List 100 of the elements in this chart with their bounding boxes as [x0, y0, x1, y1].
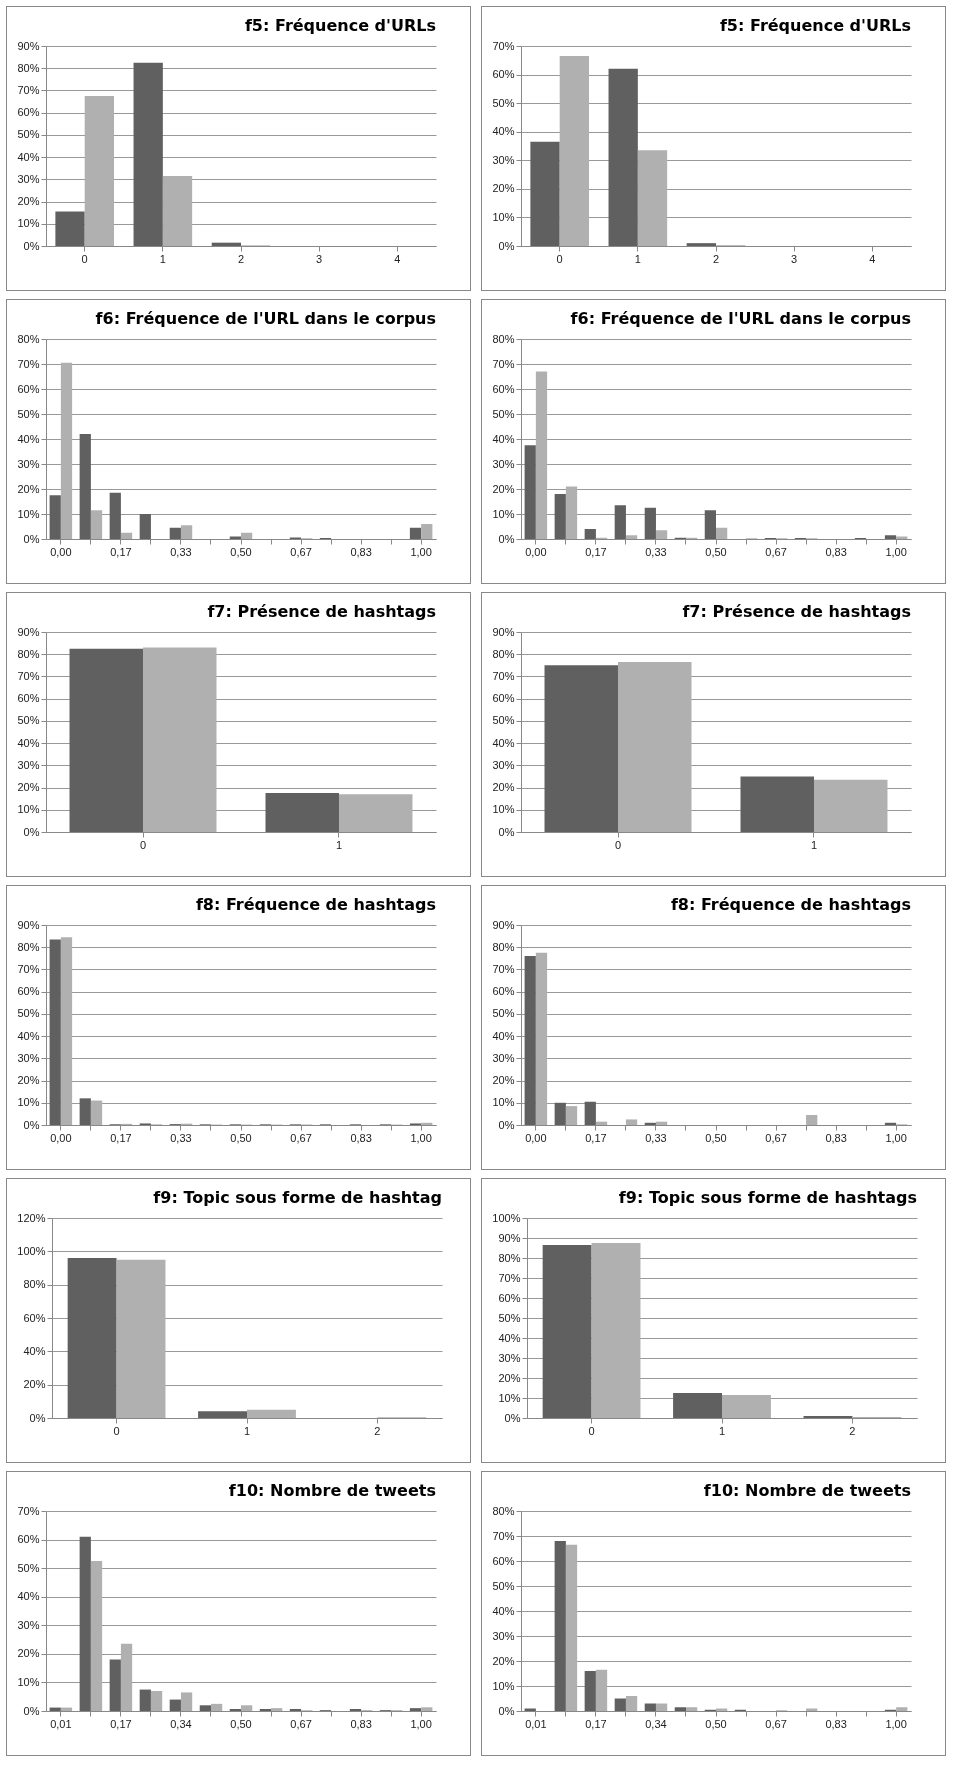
chart-title: f7: Présence de hashtags — [207, 602, 436, 621]
y-tick-label: 30% — [492, 758, 515, 771]
y-tick-label: 60% — [23, 1311, 46, 1324]
y-tick-label: 0% — [498, 1704, 515, 1717]
bar — [55, 211, 85, 246]
bar — [79, 1536, 91, 1711]
y-tick-label: 40% — [492, 125, 515, 138]
bar — [565, 1106, 578, 1125]
y-tick-label: 10% — [17, 803, 40, 816]
bar — [565, 486, 578, 539]
bar — [554, 494, 566, 539]
x-tick-label: 0,50 — [230, 1131, 252, 1144]
y-tick-label: 60% — [17, 382, 40, 395]
y-tick-label: 20% — [492, 781, 515, 794]
bar — [139, 1689, 151, 1711]
bar — [421, 524, 433, 539]
x-tick-label: 0,50 — [705, 1131, 727, 1144]
y-tick-label: 100% — [492, 1211, 521, 1224]
x-tick-label: 0,67 — [290, 1131, 312, 1144]
y-tick-label: 50% — [492, 96, 515, 109]
bar — [271, 1708, 283, 1711]
bar — [90, 1561, 103, 1711]
x-tick-label: 1,00 — [885, 545, 907, 558]
bar — [49, 495, 61, 539]
y-tick-label: 60% — [17, 1533, 40, 1546]
y-tick-label: 100% — [17, 1244, 46, 1257]
bar — [625, 535, 638, 539]
bar — [806, 1115, 818, 1125]
y-tick-label: 0% — [498, 239, 515, 252]
y-tick-label: 120% — [17, 1211, 46, 1224]
y-tick-label: 80% — [492, 1504, 515, 1517]
bar — [608, 68, 638, 246]
bar — [169, 1699, 181, 1711]
x-tick-label: 1,00 — [410, 1717, 432, 1730]
y-tick-label: 70% — [17, 962, 40, 975]
y-tick-label: 80% — [17, 940, 40, 953]
x-tick-label: 1,00 — [885, 1717, 907, 1730]
bar — [241, 1705, 253, 1711]
y-tick-label: 10% — [498, 1391, 521, 1404]
x-tick-label: 0,17 — [110, 1717, 132, 1730]
y-tick-label: 90% — [17, 918, 40, 931]
bar — [79, 434, 91, 539]
y-tick-label: 30% — [492, 1629, 515, 1642]
x-tick-label: 0,17 — [585, 1131, 607, 1144]
y-tick-label: 80% — [498, 1251, 521, 1264]
x-tick-label: 3 — [791, 252, 798, 265]
x-tick-label: 0,67 — [290, 1717, 312, 1730]
bar — [241, 532, 253, 539]
y-tick-label: 60% — [492, 1554, 515, 1567]
bar — [591, 1243, 641, 1418]
x-tick-label: 0,33 — [170, 545, 192, 558]
y-tick-label: 20% — [492, 482, 515, 495]
bar — [69, 648, 144, 832]
bar — [884, 535, 897, 539]
y-tick-label: 10% — [492, 803, 515, 816]
bar — [565, 1544, 578, 1711]
y-tick-label: 30% — [17, 758, 40, 771]
bar — [199, 1705, 211, 1711]
y-tick-label: 80% — [492, 647, 515, 660]
y-tick-label: 70% — [492, 357, 515, 370]
y-tick-label: 20% — [23, 1378, 46, 1391]
y-tick-label: 40% — [17, 150, 40, 163]
y-tick-label: 10% — [17, 1675, 40, 1688]
y-tick-label: 50% — [498, 1311, 521, 1324]
y-tick-label: 50% — [17, 714, 40, 727]
x-tick-label: 0,50 — [705, 1717, 727, 1730]
y-tick-label: 90% — [492, 625, 515, 638]
x-tick-label: 4 — [394, 252, 401, 265]
y-tick-label: 70% — [17, 357, 40, 370]
bar — [740, 776, 814, 832]
y-tick-label: 80% — [492, 332, 515, 345]
y-tick-label: 40% — [492, 1029, 515, 1042]
y-tick-label: 0% — [23, 239, 40, 252]
y-tick-label: 20% — [17, 781, 40, 794]
y-tick-label: 80% — [492, 940, 515, 953]
bar — [722, 1395, 771, 1418]
chart-title: f10: Nombre de tweets — [228, 1481, 436, 1500]
bar — [198, 1411, 247, 1418]
y-tick-label: 30% — [17, 1618, 40, 1631]
x-tick-label: 0,17 — [110, 545, 132, 558]
y-tick-label: 0% — [498, 825, 515, 838]
x-tick-label: 2 — [712, 252, 720, 265]
y-tick-label: 40% — [17, 1590, 40, 1603]
y-tick-label: 20% — [492, 1654, 515, 1667]
x-tick-label: 0,01 — [525, 1717, 547, 1730]
y-tick-label: 40% — [17, 1029, 40, 1042]
y-tick-label: 70% — [498, 1271, 521, 1284]
x-tick-label: 1 — [159, 252, 166, 265]
bar — [524, 445, 536, 539]
bar — [614, 505, 626, 539]
y-tick-label: 20% — [492, 1074, 515, 1087]
bar — [686, 243, 716, 246]
bar — [644, 1703, 656, 1711]
bar — [530, 141, 560, 246]
x-tick-label: 0,83 — [825, 1717, 847, 1730]
x-tick-label: 0,67 — [765, 1717, 787, 1730]
y-tick-label: 90% — [17, 625, 40, 638]
bar — [162, 176, 193, 246]
x-tick-label: 0,83 — [350, 545, 372, 558]
x-tick-label: 0,67 — [290, 545, 312, 558]
